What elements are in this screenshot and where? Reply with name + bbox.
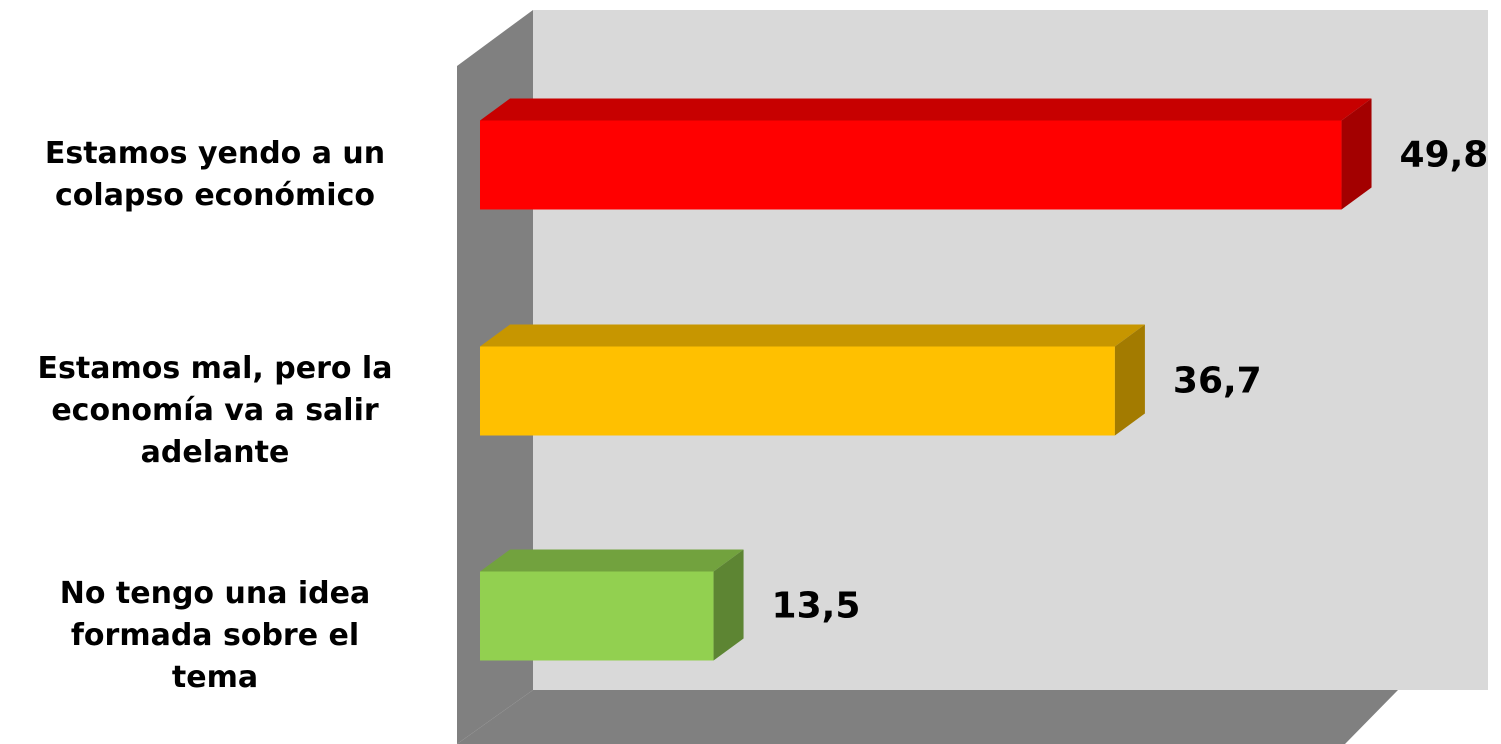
category-label-line: economía va a salir [51,393,379,428]
category-label-line: colapso económico [55,178,375,213]
bar-side-1 [1341,98,1372,210]
value-label: 36,7 [1172,360,1262,402]
value-label: 49,8 [1399,134,1489,176]
bar-top-3 [480,549,744,572]
category-label-line: formada sobre el [70,618,360,653]
bar-front-2 [480,346,1115,436]
category-label: Estamos yendo a un colapso económico [15,133,415,217]
category-label: Estamos mal, pero la economía va a salir a… [15,348,415,474]
category-label-line: No tengo una idea [59,576,371,611]
bars-group [480,98,1372,661]
bar-top-1 [480,98,1372,121]
category-label-line: tema [171,660,259,695]
bar-side-3 [713,549,744,661]
category-label-line: Estamos mal, pero la [37,351,393,386]
category-label: No tengo una idea formada sobre el tema [15,573,415,699]
bar-side-2 [1114,324,1145,436]
bar-top-2 [480,324,1145,347]
value-label: 13,5 [771,585,861,627]
bar-front-1 [480,120,1342,210]
category-label-line: adelante [140,435,290,470]
plot-floor [457,690,1398,744]
category-label-line: Estamos yendo a un [44,136,386,171]
bar-front-3 [480,571,714,661]
